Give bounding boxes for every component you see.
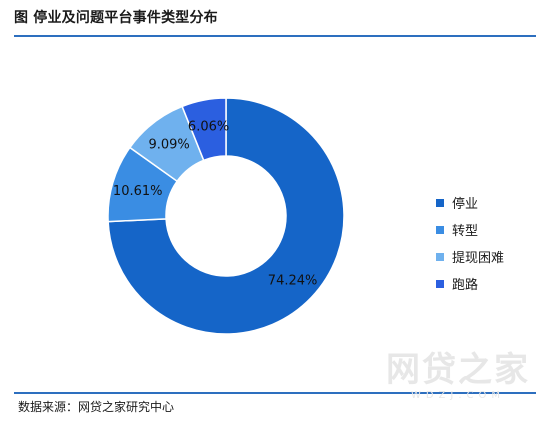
legend-label: 转型 — [452, 224, 479, 239]
legend-item-1: 停业 — [436, 189, 504, 216]
slice-value-label-2: 10.61% — [113, 184, 163, 199]
legend-swatch — [436, 279, 444, 288]
donut-slice-4 — [181, 97, 227, 162]
source-note: 数据来源：网贷之家研究中心 — [18, 400, 175, 414]
legend-item-3: 提现困难 — [436, 243, 504, 270]
legend-swatch — [436, 252, 444, 261]
legend-swatch — [436, 225, 444, 234]
legend-item-4: 跑路 — [436, 270, 504, 297]
donut-slice-1 — [107, 97, 345, 335]
slice-value-label-1: 74.24% — [268, 273, 318, 288]
chart-title: 图 停业及问题平台事件类型分布 — [14, 10, 218, 26]
top-divider — [14, 35, 536, 37]
slice-value-label-3: 9.09% — [148, 138, 189, 153]
title-bar: 图 停业及问题平台事件类型分布 — [14, 6, 536, 36]
slice-value-label-4: 6.06% — [188, 120, 229, 135]
legend-label: 提现困难 — [452, 251, 505, 266]
bottom-divider — [14, 392, 536, 394]
donut-chart: 74.24% 10.61% 9.09% 6.06% — [107, 97, 345, 335]
legend-item-2: 转型 — [436, 216, 504, 243]
legend-swatch — [436, 198, 444, 207]
legend-label: 跑路 — [452, 278, 479, 293]
chart-legend: 停业转型提现困难跑路 — [436, 189, 504, 297]
legend-label: 停业 — [452, 197, 479, 212]
